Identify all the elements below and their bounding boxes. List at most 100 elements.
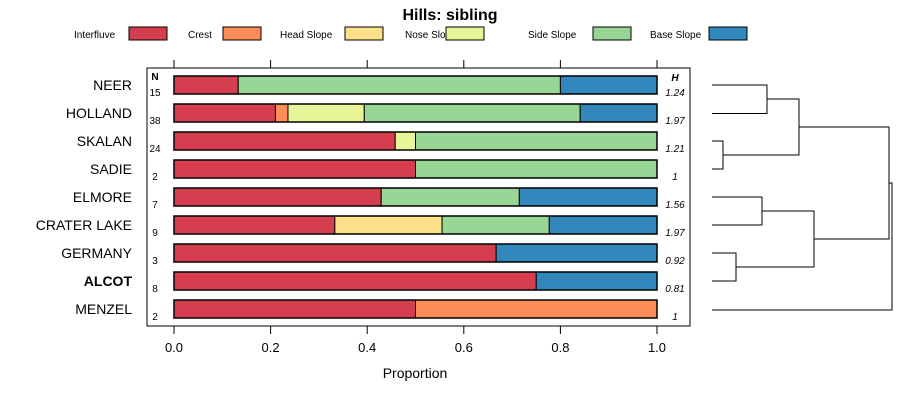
row-holland: HOLLAND 38 1.97 bbox=[66, 103, 685, 127]
row-h-value: 1 bbox=[672, 172, 678, 183]
row-h-value: 1.24 bbox=[665, 88, 685, 99]
row-label: SADIE bbox=[90, 161, 132, 177]
bar-segment-base-slope bbox=[579, 103, 658, 123]
row-h-value: 1 bbox=[672, 312, 678, 323]
bar-outline bbox=[173, 299, 658, 319]
dendro-skalan-sadie bbox=[712, 140, 724, 170]
bar-segment-interfluve bbox=[173, 75, 239, 95]
x-tick-label: 0.6 bbox=[455, 340, 473, 355]
dendro-neer-holland bbox=[712, 84, 768, 114]
bar-segment-interfluve bbox=[173, 103, 276, 123]
legend-swatch-crest bbox=[222, 26, 262, 41]
x-axis-label: Proportion bbox=[383, 365, 448, 381]
x-tick-label: 0.4 bbox=[358, 340, 376, 355]
legend-label-base-slope: Base Slope bbox=[650, 30, 702, 41]
bar-segment-base-slope bbox=[495, 243, 658, 263]
dendrogram bbox=[712, 84, 893, 311]
x-tick-label: 0.0 bbox=[165, 340, 183, 355]
x-tick-label: 1.0 bbox=[648, 340, 666, 355]
bar-outline bbox=[173, 215, 658, 235]
h-column-header: H bbox=[671, 73, 679, 84]
row-menzel: MENZEL 2 1 bbox=[75, 299, 678, 323]
bar-outline bbox=[173, 131, 658, 151]
bar-segment-head-slope bbox=[334, 215, 443, 235]
bar-segment-interfluve bbox=[173, 243, 497, 263]
row-h-value: 0.92 bbox=[665, 256, 685, 267]
bar-segment-nose-slope bbox=[287, 103, 365, 123]
legend-label-nose-slope: Nose Slope bbox=[405, 30, 457, 41]
row-germany: GERMANY 3 0.92 bbox=[61, 243, 685, 267]
x-axis: 0.0 0.2 0.4 0.6 0.8 1.0 bbox=[165, 60, 666, 355]
row-h-value: 1.21 bbox=[665, 144, 684, 155]
row-n-value: 24 bbox=[149, 144, 161, 155]
bar-segment-side-slope bbox=[415, 159, 658, 179]
row-label: NEER bbox=[93, 77, 132, 93]
row-n-value: 15 bbox=[149, 88, 161, 99]
bar-segment-interfluve bbox=[173, 271, 537, 291]
row-alcot: ALCOT 8 0.81 bbox=[84, 271, 685, 295]
legend-swatch-interfluve bbox=[128, 26, 168, 41]
row-label: GERMANY bbox=[61, 245, 132, 261]
bar-outline bbox=[173, 75, 658, 95]
row-label: HOLLAND bbox=[66, 105, 132, 121]
chart-title: Hills: sibling bbox=[402, 7, 497, 24]
bar-segment-side-slope bbox=[237, 75, 561, 95]
row-label: MENZEL bbox=[75, 301, 132, 317]
legend-swatch-head-slope bbox=[344, 26, 384, 41]
n-column-header: N bbox=[151, 72, 158, 83]
bar-segment-nose-slope bbox=[394, 131, 416, 151]
bar-segment-interfluve bbox=[173, 299, 416, 319]
bar-segment-side-slope bbox=[415, 131, 658, 151]
row-label: CRATER LAKE bbox=[36, 217, 132, 233]
legend-swatch-nose-slope bbox=[445, 26, 485, 41]
bar-outline bbox=[173, 187, 658, 207]
row-h-value: 1.97 bbox=[665, 116, 685, 127]
legend: Interfluve Crest Head Slope Nose Slope Side … bbox=[74, 26, 748, 41]
bar-outline bbox=[173, 159, 658, 179]
row-sadie: SADIE 2 1 bbox=[90, 159, 678, 183]
bar-segment-crest bbox=[415, 299, 658, 319]
row-h-value: 1.56 bbox=[665, 200, 685, 211]
row-n-value: 8 bbox=[152, 284, 158, 295]
legend-label-interfluve: Interfluve bbox=[74, 30, 116, 41]
dendro-root bbox=[712, 182, 893, 311]
bar-segment-interfluve bbox=[173, 215, 336, 235]
bar-outline bbox=[173, 243, 658, 263]
row-elmore: ELMORE 7 1.56 bbox=[73, 187, 685, 211]
dendro-germany-alcot bbox=[712, 252, 737, 282]
row-n-value: 38 bbox=[149, 116, 161, 127]
row-h-value: 1.97 bbox=[665, 228, 685, 239]
row-label: SKALAN bbox=[77, 133, 132, 149]
bar-segment-interfluve bbox=[173, 159, 416, 179]
row-neer: NEER 15 1.24 bbox=[93, 75, 685, 99]
bar-segment-interfluve bbox=[173, 187, 382, 207]
row-label: ALCOT bbox=[84, 273, 133, 289]
row-n-value: 3 bbox=[152, 256, 158, 267]
bar-outline bbox=[173, 271, 658, 291]
row-skalan: SKALAN 24 1.21 bbox=[77, 131, 685, 155]
bar-segment-base-slope bbox=[548, 215, 658, 235]
row-label: ELMORE bbox=[73, 189, 132, 205]
bar-segment-side-slope bbox=[363, 103, 581, 123]
dendro-elmore-crater bbox=[712, 196, 763, 226]
legend-label-head-slope: Head Slope bbox=[280, 30, 333, 41]
legend-swatch-base-slope bbox=[708, 26, 748, 41]
plot-frame bbox=[146, 67, 691, 327]
row-n-value: 9 bbox=[152, 228, 158, 239]
dendro-top-cluster bbox=[723, 98, 800, 156]
x-tick-label: 0.8 bbox=[551, 340, 569, 355]
legend-label-side-slope: Side Slope bbox=[528, 30, 577, 41]
x-tick-label: 0.2 bbox=[262, 340, 280, 355]
bar-segment-base-slope bbox=[559, 75, 658, 95]
row-n-value: 2 bbox=[152, 312, 158, 323]
dendro-mid-cluster bbox=[736, 210, 815, 268]
bar-segment-side-slope bbox=[380, 187, 520, 207]
bar-segment-crest bbox=[274, 103, 289, 123]
bar-outline bbox=[173, 103, 658, 123]
dendro-upper-join bbox=[799, 126, 890, 240]
legend-swatch-side-slope bbox=[592, 26, 632, 41]
legend-label-crest: Crest bbox=[188, 30, 212, 41]
row-crater-lake: CRATER LAKE 9 1.97 bbox=[36, 215, 685, 239]
